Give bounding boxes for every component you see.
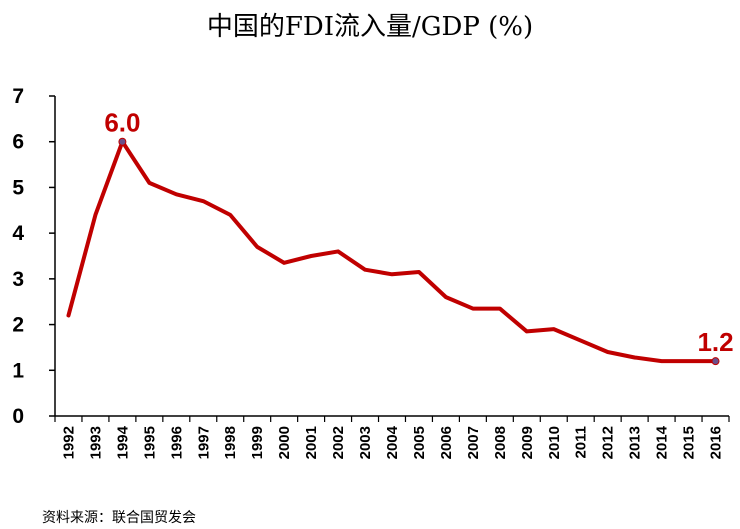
x-tick-label: 2005	[411, 426, 428, 459]
x-tick-label: 1995	[141, 426, 158, 459]
x-tick-label: 2010	[546, 426, 563, 459]
x-tick-label: 2011	[573, 426, 590, 459]
data-point-marker	[118, 137, 127, 146]
data-point-marker	[711, 357, 720, 366]
y-tick-label: 3	[12, 268, 24, 291]
x-tick-label: 1993	[87, 426, 104, 459]
data-labels: 6.0 1.2	[104, 108, 734, 366]
x-tick-label: 1996	[168, 426, 185, 459]
x-tick-label: 2014	[654, 425, 671, 459]
x-tick-label: 1999	[249, 426, 266, 459]
data-label: 1.2	[697, 327, 733, 357]
source-note: 资料来源：联合国贸发会	[42, 510, 196, 526]
x-tick-label: 2012	[600, 426, 617, 459]
x-tick-label: 2007	[465, 426, 482, 459]
x-axis-ticks: 1992 1993 1994 1995 1996 1997 1998 1999 2000 2001…	[54, 416, 730, 459]
y-tick-label: 6	[12, 131, 24, 154]
x-tick-label: 1992	[60, 426, 77, 459]
y-tick-label: 7	[12, 85, 24, 108]
chart-title: 中国的FDI流入量/GDP (%)	[206, 12, 534, 42]
y-axis-ticks: 0 1 2 3 4 5 6 7	[12, 85, 55, 428]
series	[66, 139, 718, 364]
x-tick-label: 2006	[438, 426, 455, 459]
x-tick-label: 2016	[708, 426, 725, 459]
series-line	[66, 139, 718, 364]
x-tick-label: 1994	[114, 425, 131, 459]
x-tick-label: 2000	[276, 426, 293, 459]
x-tick-label: 1998	[222, 426, 239, 459]
x-tick-label: 1997	[195, 426, 212, 459]
x-tick-label: 2008	[492, 426, 509, 459]
y-tick-label: 2	[12, 314, 24, 337]
y-tick-label: 0	[12, 405, 24, 428]
y-tick-label: 4	[12, 222, 24, 245]
y-tick-label: 5	[12, 176, 24, 199]
x-tick-label: 2009	[519, 426, 536, 459]
data-label: 6.0	[104, 108, 140, 138]
x-tick-label: 2003	[357, 426, 374, 459]
x-tick-label: 2013	[627, 426, 644, 459]
x-tick-label: 2004	[384, 425, 401, 459]
x-tick-label: 2002	[330, 426, 347, 459]
y-tick-label: 1	[12, 359, 24, 382]
x-tick-label: 2015	[681, 426, 698, 459]
x-tick-label: 2001	[303, 426, 320, 459]
axes	[54, 96, 729, 417]
